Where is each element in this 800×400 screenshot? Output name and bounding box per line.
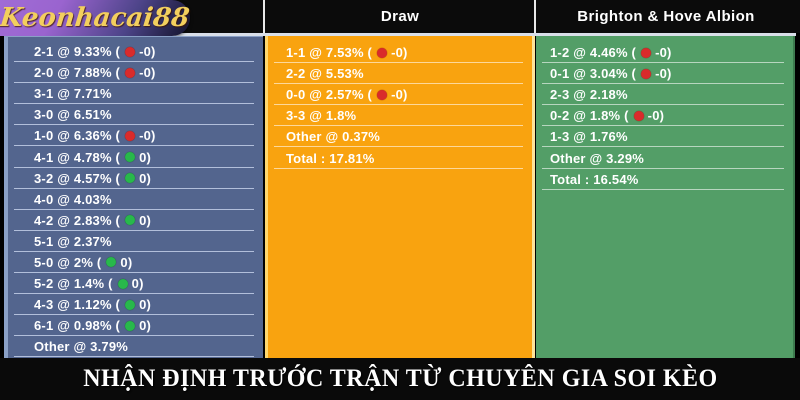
trend-dot-icon xyxy=(117,278,128,289)
header-divider xyxy=(534,0,536,33)
odds-text: 3-2 @ 4.57% ( xyxy=(34,170,121,186)
odds-text: 4-1 @ 4.78% ( xyxy=(34,149,121,165)
odds-text: 0-1 @ 3.04% ( xyxy=(550,66,637,82)
trend-dot-icon xyxy=(125,130,136,141)
trend-dot-icon xyxy=(633,110,644,121)
odds-row: 5-1 @ 2.37% xyxy=(8,231,263,253)
odds-row: 1-3 @ 1.76% xyxy=(536,126,793,148)
odds-text: 5-0 @ 2% ( xyxy=(34,254,102,270)
total-row: Total : 16.54% xyxy=(536,169,793,190)
odds-row: 2-1 @ 9.33% ( -0) xyxy=(8,41,263,63)
odds-suffix: 0) xyxy=(139,170,152,186)
odds-row: 1-0 @ 6.36% ( -0) xyxy=(8,125,263,147)
odds-text: 2-3 @ 2.18% xyxy=(550,87,628,103)
bottom-banner: NHẬN ĐỊNH TRƯỚC TRẬN TỪ CHUYÊN GIA SOI K… xyxy=(0,358,800,400)
brand-logo-text: Keonhacai88 xyxy=(0,3,192,33)
odds-row: 2-0 @ 7.88% ( -0) xyxy=(8,62,263,84)
trend-dot-icon xyxy=(641,47,652,58)
odds-row: 3-3 @ 1.8% xyxy=(268,105,532,127)
trend-dot-icon xyxy=(641,68,652,79)
header-divider xyxy=(263,0,265,33)
trend-dot-icon xyxy=(377,47,388,58)
odds-text: 3-1 @ 7.71% xyxy=(34,86,112,102)
header-draw: Draw xyxy=(380,8,420,25)
trend-dot-icon xyxy=(125,152,136,163)
odds-text: 2-0 @ 7.88% ( xyxy=(34,65,121,81)
odds-row: 0-0 @ 2.57% ( -0) xyxy=(268,84,532,106)
odds-text: Other @ 3.79% xyxy=(34,339,129,355)
odds-row: 4-0 @ 4.03% xyxy=(8,189,263,210)
odds-suffix: 0) xyxy=(120,254,133,270)
odds-suffix: -0) xyxy=(655,66,672,82)
odds-text: 0-0 @ 2.57% ( xyxy=(286,87,373,103)
odds-text: 3-0 @ 6.51% xyxy=(34,107,112,123)
odds-row: 3-1 @ 7.71% xyxy=(8,83,263,105)
odds-text: 6-1 @ 0.98% ( xyxy=(34,318,121,334)
odds-row: 6-1 @ 0.98% ( 0) xyxy=(8,315,263,337)
odds-row: 5-0 @ 2% ( 0) xyxy=(8,252,263,274)
odds-suffix: 0) xyxy=(139,149,152,165)
odds-row: 0-2 @ 1.8% ( -0) xyxy=(536,105,793,127)
odds-suffix: -0) xyxy=(139,44,156,60)
odds-text: 3-3 @ 1.8% xyxy=(286,108,357,124)
odds-suffix: 0) xyxy=(139,318,152,334)
odds-suffix: -0) xyxy=(139,128,156,144)
total-row: Total : 17.81% xyxy=(268,147,532,169)
odds-text: 1-2 @ 4.46% ( xyxy=(550,45,637,61)
odds-text: 2-1 @ 9.33% ( xyxy=(34,44,121,60)
header-underline xyxy=(2,33,796,36)
trend-dot-icon xyxy=(125,173,136,184)
odds-text: 4-2 @ 2.83% ( xyxy=(34,212,121,228)
trend-dot-icon xyxy=(125,67,136,78)
odds-row: 4-1 @ 4.78% ( 0) xyxy=(8,146,263,168)
odds-row: 3-2 @ 4.57% ( 0) xyxy=(8,168,263,189)
odds-row: 1-2 @ 4.46% ( -0) xyxy=(536,42,793,64)
odds-text: 1-1 @ 7.53% ( xyxy=(286,45,373,61)
away-score-column: 1-2 @ 4.46% ( -0) 0-1 @ 3.04% ( -0) 2-3 @ … xyxy=(536,36,795,358)
odds-suffix: -0) xyxy=(655,45,672,61)
odds-row: 4-3 @ 1.12% ( 0) xyxy=(8,294,263,316)
trend-dot-icon xyxy=(377,89,388,100)
trend-dot-icon xyxy=(125,215,136,226)
total-text: Total : 16.54% xyxy=(550,171,639,187)
odds-suffix: 0) xyxy=(139,212,152,228)
odds-suffix: -0) xyxy=(139,65,156,81)
trend-dot-icon xyxy=(125,299,136,310)
odds-row: 2-3 @ 2.18% xyxy=(536,84,793,106)
brand-logo: Keonhacai88 xyxy=(0,0,192,36)
odds-row: Other @ 0.37% xyxy=(268,126,532,148)
total-text: Total : 17.81% xyxy=(286,150,375,166)
odds-suffix: 0) xyxy=(131,276,144,292)
trend-dot-icon xyxy=(106,257,117,268)
odds-text: Other @ 0.37% xyxy=(286,129,381,145)
odds-text: 1-3 @ 1.76% xyxy=(550,129,628,145)
header-away-team: Brighton & Hove Albion xyxy=(577,8,755,25)
odds-text: 5-2 @ 1.4% ( xyxy=(34,276,113,292)
odds-suffix: -0) xyxy=(391,87,408,103)
odds-row: 3-0 @ 6.51% xyxy=(8,104,263,126)
odds-text: 0-2 @ 1.8% ( xyxy=(550,108,629,124)
odds-text: 4-0 @ 4.03% xyxy=(34,191,112,207)
banner-text: NHẬN ĐỊNH TRƯỚC TRẬN TỪ CHUYÊN GIA SOI K… xyxy=(82,365,718,392)
odds-text: 5-1 @ 2.37% xyxy=(34,233,112,249)
odds-row: Other @ 3.79% xyxy=(8,336,263,358)
draw-column: 1-1 @ 7.53% ( -0) 2-2 @ 5.53% 0-0 @ 2.57%… xyxy=(265,36,535,358)
odds-suffix: 0) xyxy=(139,297,152,313)
odds-text: 1-0 @ 6.36% ( xyxy=(34,128,121,144)
trend-dot-icon xyxy=(125,46,136,57)
odds-row: Other @ 3.29% xyxy=(536,147,793,169)
home-score-column: 2-1 @ 9.33% ( -0) 2-0 @ 7.88% ( -0) 3-1 @ … xyxy=(4,36,263,358)
odds-text: 2-2 @ 5.53% xyxy=(286,66,364,82)
odds-row: 1-1 @ 7.53% ( -0) xyxy=(268,42,532,64)
odds-row: 5-2 @ 1.4% ( 0) xyxy=(8,273,263,295)
odds-row: 2-2 @ 5.53% xyxy=(268,63,532,85)
odds-suffix: -0) xyxy=(647,108,665,124)
odds-row: 0-1 @ 3.04% ( -0) xyxy=(536,63,793,85)
odds-text: Other @ 3.29% xyxy=(550,150,645,166)
odds-suffix: -0) xyxy=(391,45,408,61)
odds-row: 4-2 @ 2.83% ( 0) xyxy=(8,210,263,231)
trend-dot-icon xyxy=(125,320,136,331)
odds-text: 4-3 @ 1.12% ( xyxy=(34,297,121,313)
